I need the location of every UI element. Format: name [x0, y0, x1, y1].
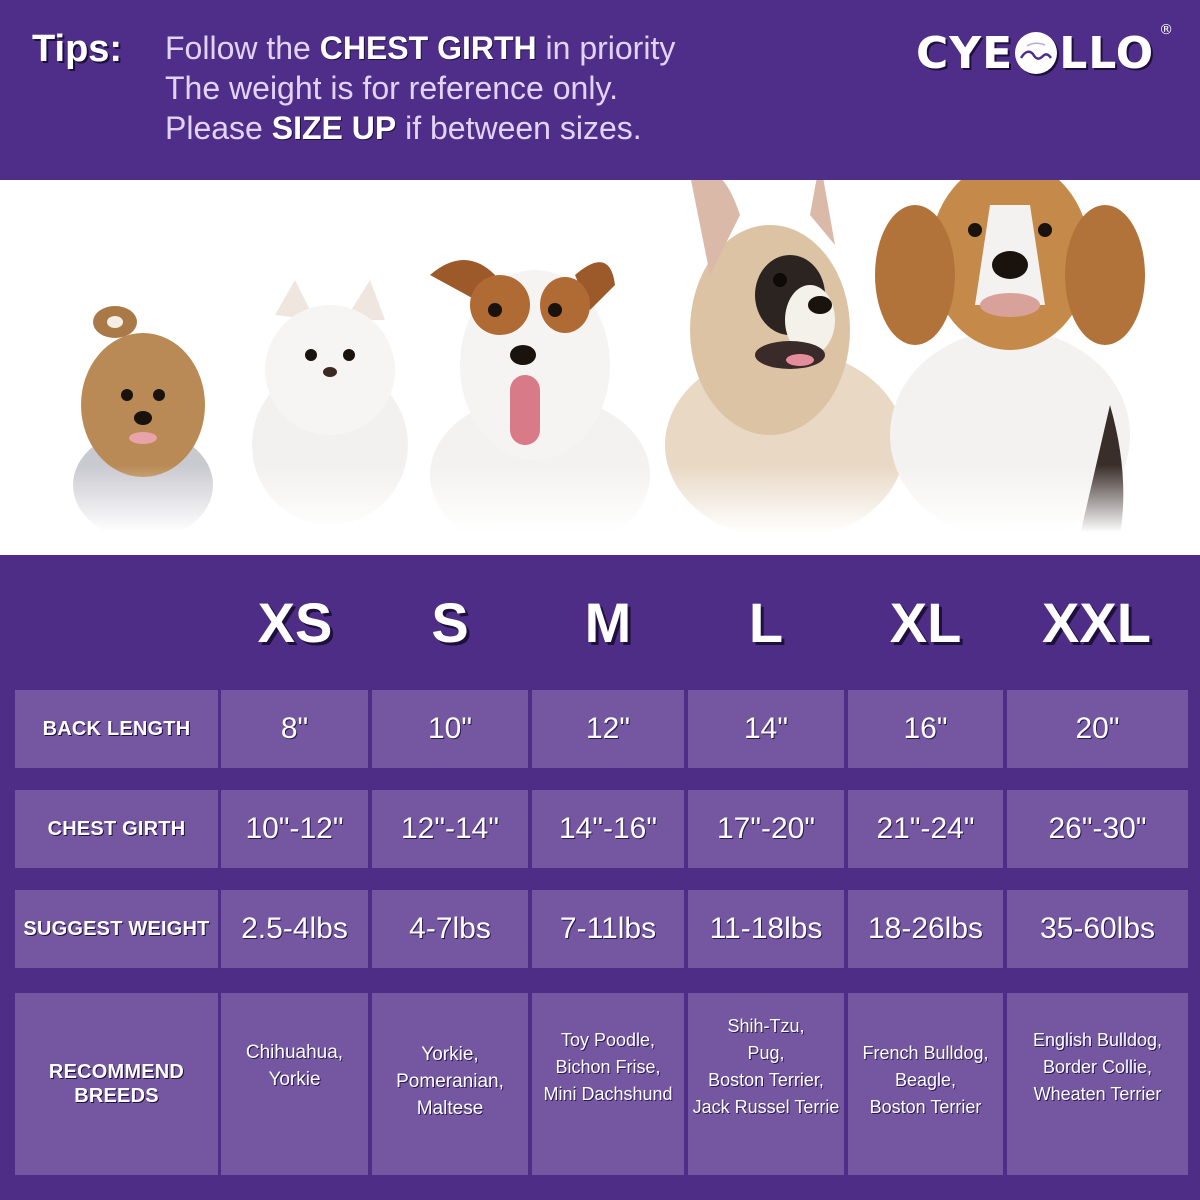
cell-breeds-m: Toy Poodle, Bichon Frise, Mini Dachshund — [532, 993, 684, 1175]
size-header-xxl: XXL — [1042, 591, 1151, 654]
breed-name: English Bulldog, — [1032, 1030, 1163, 1050]
tip-line-2: The weight is for reference only. — [165, 68, 675, 108]
tips-lines: Follow the CHEST GIRTH in priority The w… — [165, 28, 675, 148]
cell-back-length-m: 12" — [532, 690, 684, 768]
breed-name: Toy Poodle, — [560, 1030, 656, 1050]
tips-label: Tips: — [32, 28, 123, 70]
cell-weight-l: 11-18lbs — [688, 890, 844, 968]
tip-emphasis: CHEST GIRTH — [319, 30, 537, 66]
cell-chest-girth-l: 17"-20" — [688, 790, 844, 868]
cell-back-length-l: 14" — [688, 690, 844, 768]
registered-mark: ® — [1159, 22, 1175, 38]
breed-name: Mini Dachshund — [543, 1084, 673, 1104]
brand-logo: CYE LLO ® — [916, 22, 1173, 79]
breed-name: Pomeranian, — [396, 1071, 504, 1092]
breed-name: Maltese — [416, 1098, 484, 1119]
cell-breeds-xl: French Bulldog, Beagle, Boston Terrier — [848, 993, 1003, 1175]
label-line: RECOMMEND — [48, 1061, 185, 1083]
breed-name: Yorkie, — [421, 1044, 479, 1065]
breed-name: Bichon Frise, — [555, 1057, 661, 1077]
tip-line-1: Follow the CHEST GIRTH in priority — [165, 28, 675, 68]
cell-back-length-xl: 16" — [848, 690, 1003, 768]
globe-dog-icon — [1015, 32, 1058, 74]
breed-name: Chihuahua, — [245, 1042, 344, 1063]
cell-back-length-xs: 8" — [221, 690, 368, 768]
cell-breeds-xs: Chihuahua, Yorkie — [221, 993, 368, 1175]
cell-weight-xs: 2.5-4lbs — [221, 890, 368, 968]
brand-text-right: LLO — [1059, 27, 1155, 79]
row-label-suggest-weight: SUGGEST WEIGHT — [15, 890, 218, 968]
label-line: BREEDS — [74, 1085, 159, 1107]
tip-text: if between sizes. — [396, 110, 642, 146]
cell-weight-s: 4-7lbs — [372, 890, 528, 968]
tip-text: The weight is for reference only. — [165, 70, 618, 106]
tips-header: Tips: Follow the CHEST GIRTH in priority… — [0, 0, 1200, 180]
row-label-back-length: BACK LENGTH — [15, 690, 218, 768]
breed-name: French Bulldog, — [862, 1043, 989, 1063]
cell-chest-girth-xs: 10"-12" — [221, 790, 368, 868]
breed-name: Boston Terrier — [869, 1097, 982, 1117]
cell-chest-girth-s: 12"-14" — [372, 790, 528, 868]
breed-name: Border Collie, — [1042, 1057, 1153, 1077]
breed-name: Boston Terrier, — [708, 1070, 824, 1090]
tip-text: in priority — [536, 30, 676, 66]
dog-photo-strip — [0, 180, 1200, 555]
tip-line-3: Please SIZE UP if between sizes. — [165, 108, 675, 148]
cell-chest-girth-xxl: 26"-30" — [1007, 790, 1188, 868]
row-label-recommend-breeds: RECOMMEND BREEDS — [15, 993, 218, 1175]
cell-back-length-s: 10" — [372, 690, 528, 768]
cell-weight-xxl: 35-60lbs — [1007, 890, 1188, 968]
tip-text: Please — [165, 110, 272, 146]
cell-chest-girth-xl: 21"-24" — [848, 790, 1003, 868]
bottom-fade — [0, 465, 1200, 555]
cell-breeds-s: Yorkie, Pomeranian, Maltese — [372, 993, 528, 1175]
cell-weight-m: 7-11lbs — [532, 890, 684, 968]
cell-back-length-xxl: 20" — [1007, 690, 1188, 768]
breed-name: Pug, — [747, 1043, 785, 1063]
cell-chest-girth-m: 14"-16" — [532, 790, 684, 868]
breed-name: Wheaten Terrier — [1033, 1084, 1162, 1104]
size-header-xl: XL — [889, 591, 962, 654]
breed-name: Beagle, — [894, 1070, 957, 1090]
breed-name: Yorkie — [268, 1069, 321, 1090]
cell-breeds-xxl: English Bulldog, Border Collie, Wheaten … — [1007, 993, 1188, 1175]
tip-text: Follow the — [165, 30, 320, 66]
size-header-s: S — [431, 591, 469, 654]
breed-name: Shih-Tzu, — [727, 1016, 805, 1036]
row-label-chest-girth: CHEST GIRTH — [15, 790, 218, 868]
size-header-xs: XS — [257, 591, 333, 654]
cell-breeds-l: Shih-Tzu, Pug, Boston Terrier, Jack Russ… — [688, 993, 844, 1175]
size-header-m: M — [584, 591, 632, 654]
size-header-l: L — [748, 591, 784, 654]
cell-weight-xl: 18-26lbs — [848, 890, 1003, 968]
brand-text-left: CYE — [916, 27, 1014, 79]
tip-emphasis: SIZE UP — [271, 110, 397, 146]
breed-name: Jack Russel Terrie — [692, 1097, 840, 1117]
